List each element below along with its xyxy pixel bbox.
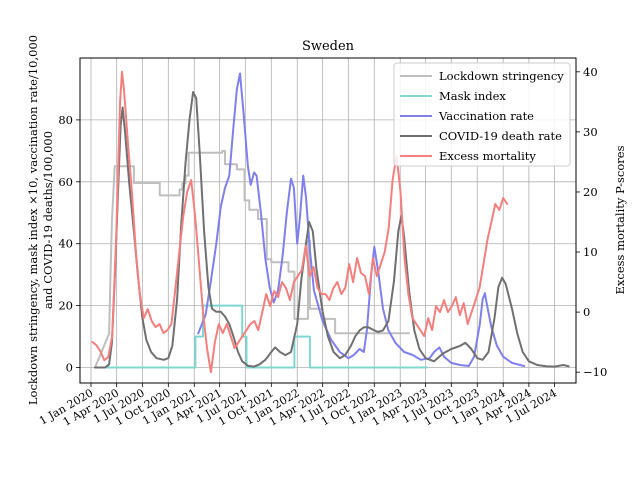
lockdown-stringency-line xyxy=(94,149,410,369)
legend-label-excess-mortality: Excess mortality xyxy=(439,149,536,163)
right-y-tick-label: 10 xyxy=(583,245,598,259)
right-y-tick-label: −10 xyxy=(583,365,607,379)
right-y-tick-label: 40 xyxy=(583,65,598,79)
right-y-tick-label: 30 xyxy=(583,125,598,139)
legend-label-covid-19-death-rate: COVID-19 death rate xyxy=(439,129,562,143)
left-y-tick-label: 20 xyxy=(58,299,73,313)
legend-label-lockdown-stringency: Lockdown stringency xyxy=(439,69,564,83)
excess-mortality-line xyxy=(91,70,509,374)
left-y-tick-label: 0 xyxy=(66,361,73,375)
left-y-tick-label: 40 xyxy=(58,237,73,251)
legend-label-mask-index: Mask index xyxy=(439,89,506,103)
plot-frame xyxy=(79,57,577,384)
right-y-tick-label: 0 xyxy=(583,305,590,319)
right-y-axis: −10 0 10 20 30 40 xyxy=(576,65,607,379)
series-lines xyxy=(91,70,570,374)
right-y-tick-label: 20 xyxy=(583,185,598,199)
legend-box xyxy=(393,62,571,167)
covid-19-death-rate-line xyxy=(94,91,570,369)
left-y-axis-label-line2: and COVID-19 deaths/100,000 xyxy=(41,131,55,309)
legend-label-vaccination-rate: Vaccination rate xyxy=(438,109,534,123)
mask-index-line xyxy=(94,304,428,369)
left-y-tick-label: 60 xyxy=(58,175,73,189)
chart-title: Sweden xyxy=(302,39,355,54)
right-y-axis-label: Excess mortality P-scores xyxy=(613,145,627,294)
left-y-tick-label: 80 xyxy=(58,113,73,127)
left-y-axis-label-line1: Lockdown stringency, mask index ×10, vac… xyxy=(26,35,40,405)
legend: Lockdown stringency Mask index Vaccination… xyxy=(393,62,571,167)
left-y-axis: 0 20 40 60 80 xyxy=(58,113,80,375)
vaccination-rate-line xyxy=(197,72,526,367)
